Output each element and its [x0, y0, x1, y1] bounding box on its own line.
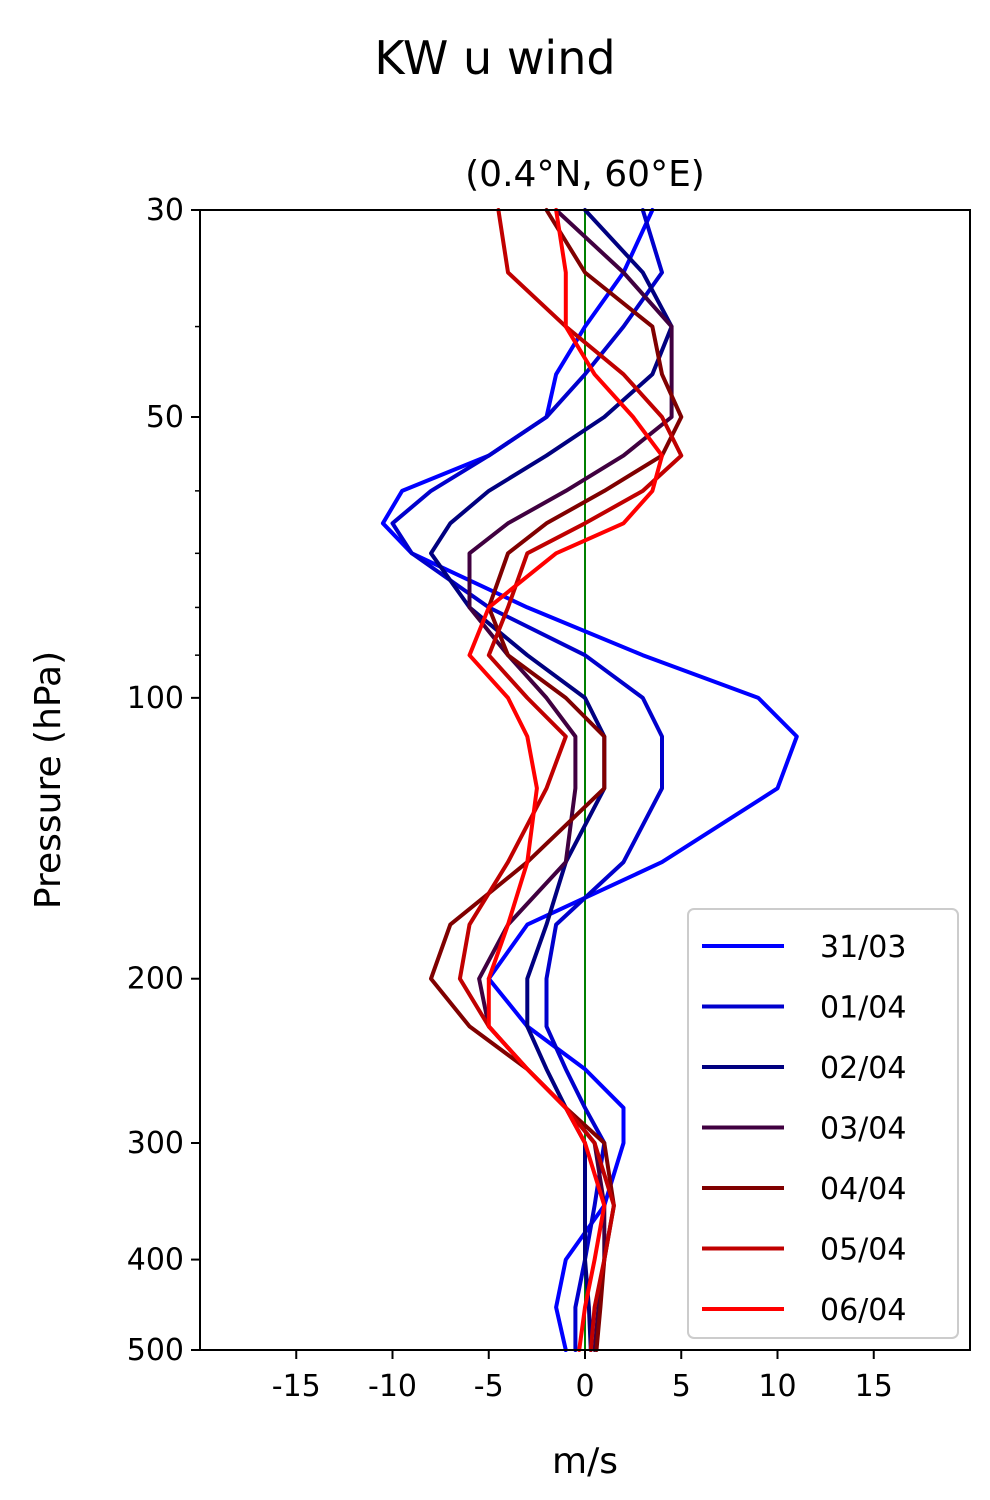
- y-axis-label: Pressure (hPa): [28, 651, 69, 909]
- series-line-4: [429, 208, 684, 1352]
- y-tick-label: 30: [146, 193, 184, 228]
- legend-label: 06/04: [820, 1293, 906, 1328]
- chart-title: KW u wind: [374, 31, 615, 85]
- y-tick-label: 300: [127, 1126, 184, 1161]
- legend-label: 03/04: [820, 1112, 906, 1147]
- series-line-3: [467, 208, 674, 1352]
- legend-box: [687, 908, 959, 1339]
- plot-frame: [199, 209, 971, 1351]
- y-tick-label: 100: [127, 681, 184, 716]
- x-tick-label: 15: [855, 1369, 893, 1404]
- y-tick-label: 500: [127, 1333, 184, 1368]
- series-line-6: [467, 208, 664, 1352]
- x-tick-label: 0: [575, 1369, 594, 1404]
- legend-label: 31/03: [820, 930, 906, 965]
- x-tick-label: 5: [672, 1369, 691, 1404]
- legend-label: 02/04: [820, 1051, 906, 1086]
- x-tick-label: 10: [758, 1369, 796, 1404]
- y-tick-label: 50: [146, 400, 184, 435]
- x-tick-label: -10: [368, 1369, 417, 1404]
- x-tick-label: -15: [272, 1369, 321, 1404]
- legend-label: 04/04: [820, 1172, 906, 1207]
- y-tick-label: 200: [127, 962, 184, 997]
- legend-label: 01/04: [820, 991, 906, 1026]
- chart-subtitle: (0.4°N, 60°E): [465, 154, 705, 195]
- legend-label: 05/04: [820, 1233, 906, 1268]
- series-line-5: [457, 208, 684, 1352]
- x-axis-label: m/s: [552, 1441, 618, 1482]
- y-tick-label: 400: [127, 1243, 184, 1278]
- x-tick-label: -5: [474, 1369, 504, 1404]
- series-line-1: [390, 208, 664, 1352]
